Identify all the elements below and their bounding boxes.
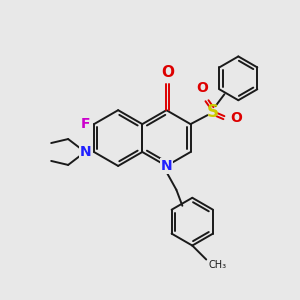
Text: S: S <box>206 103 218 121</box>
Text: CH₃: CH₃ <box>208 260 226 271</box>
Text: O: O <box>196 81 208 95</box>
Text: O: O <box>230 111 242 125</box>
Text: O: O <box>161 65 174 80</box>
Text: N: N <box>160 159 172 173</box>
Text: N: N <box>80 145 91 159</box>
Text: F: F <box>80 117 90 131</box>
